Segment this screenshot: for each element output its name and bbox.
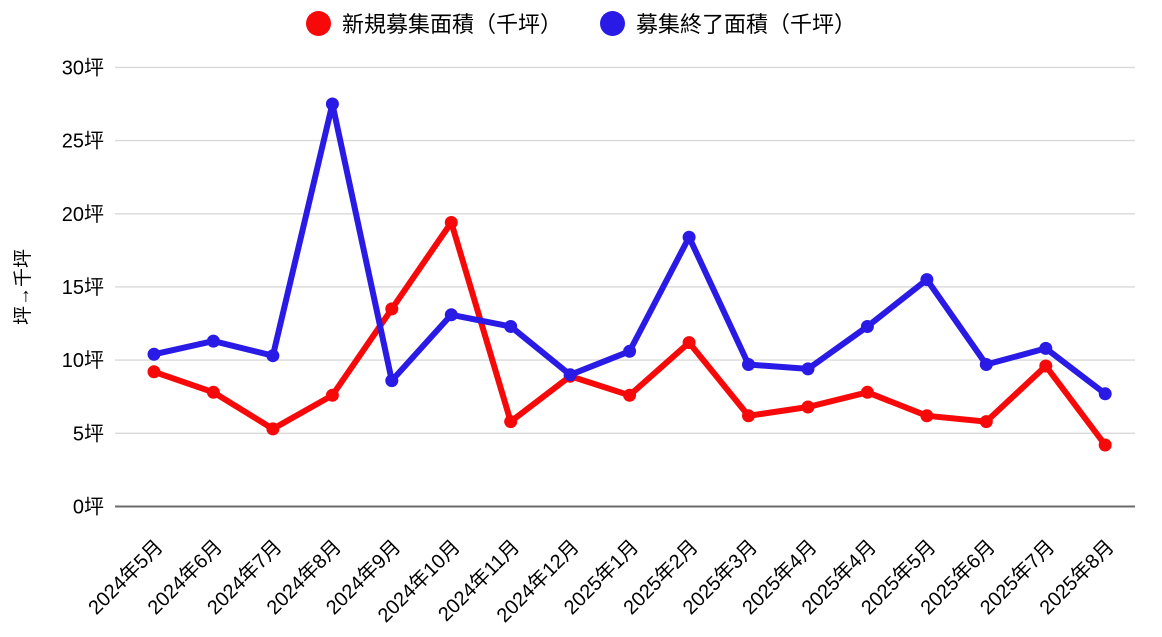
data-point-series-1[interactable]	[206, 385, 220, 399]
data-point-series-1[interactable]	[1039, 359, 1053, 373]
data-point-series-2[interactable]	[444, 308, 458, 322]
data-point-series-2[interactable]	[563, 368, 577, 382]
data-point-series-2[interactable]	[325, 97, 339, 111]
y-tick-label: 10坪	[62, 349, 104, 372]
legend-item-series-2[interactable]: 募集終了面積（千坪）	[600, 7, 856, 39]
data-point-series-1[interactable]	[682, 336, 696, 350]
data-point-series-2[interactable]	[206, 334, 220, 348]
y-tick-label: 30坪	[62, 56, 104, 79]
y-tick-label: 0坪	[73, 496, 104, 519]
data-point-series-2[interactable]	[504, 320, 518, 333]
data-point-series-2[interactable]	[266, 349, 280, 363]
y-axis-title: 坪→千坪	[12, 249, 34, 325]
data-point-series-2[interactable]	[860, 320, 874, 333]
data-point-series-2[interactable]	[742, 358, 755, 371]
data-point-series-1[interactable]	[147, 365, 161, 379]
y-tick-label: 25坪	[62, 130, 104, 153]
data-point-series-1[interactable]	[979, 415, 993, 429]
data-point-series-2[interactable]	[147, 347, 161, 361]
data-point-series-2[interactable]	[979, 358, 993, 371]
series-1-marker-icon	[305, 10, 331, 36]
data-point-series-1[interactable]	[801, 400, 815, 414]
legend-label-series-1: 新規募集面積（千坪）	[341, 12, 562, 37]
y-tick-label: 5坪	[73, 422, 104, 445]
data-point-series-2[interactable]	[1039, 341, 1053, 355]
data-point-series-1[interactable]	[325, 388, 339, 402]
data-point-series-2[interactable]	[801, 362, 815, 376]
data-point-series-1[interactable]	[860, 385, 874, 399]
data-point-series-1[interactable]	[623, 388, 637, 402]
data-point-series-1[interactable]	[920, 409, 934, 423]
legend-label-series-2: 募集終了面積（千坪）	[636, 12, 857, 37]
data-point-series-2[interactable]	[385, 374, 399, 388]
data-point-series-1[interactable]	[266, 422, 280, 436]
data-point-series-2[interactable]	[1098, 387, 1112, 401]
data-point-series-2[interactable]	[682, 230, 696, 244]
data-point-series-2[interactable]	[623, 344, 637, 358]
series-2-marker-icon	[600, 10, 625, 36]
y-tick-label: 15坪	[62, 276, 104, 299]
data-point-series-1[interactable]	[385, 302, 399, 316]
data-point-series-2[interactable]	[920, 273, 934, 287]
data-point-series-1[interactable]	[1098, 438, 1112, 452]
y-tick-label: 20坪	[62, 203, 104, 226]
legend-item-series-1[interactable]: 新規募集面積（千坪）	[305, 7, 562, 39]
data-point-series-1[interactable]	[742, 409, 755, 423]
data-point-series-1[interactable]	[444, 216, 458, 229]
legend: 新規募集面積（千坪） 募集終了面積（千坪）	[0, 7, 1162, 39]
data-point-series-1[interactable]	[504, 415, 518, 429]
